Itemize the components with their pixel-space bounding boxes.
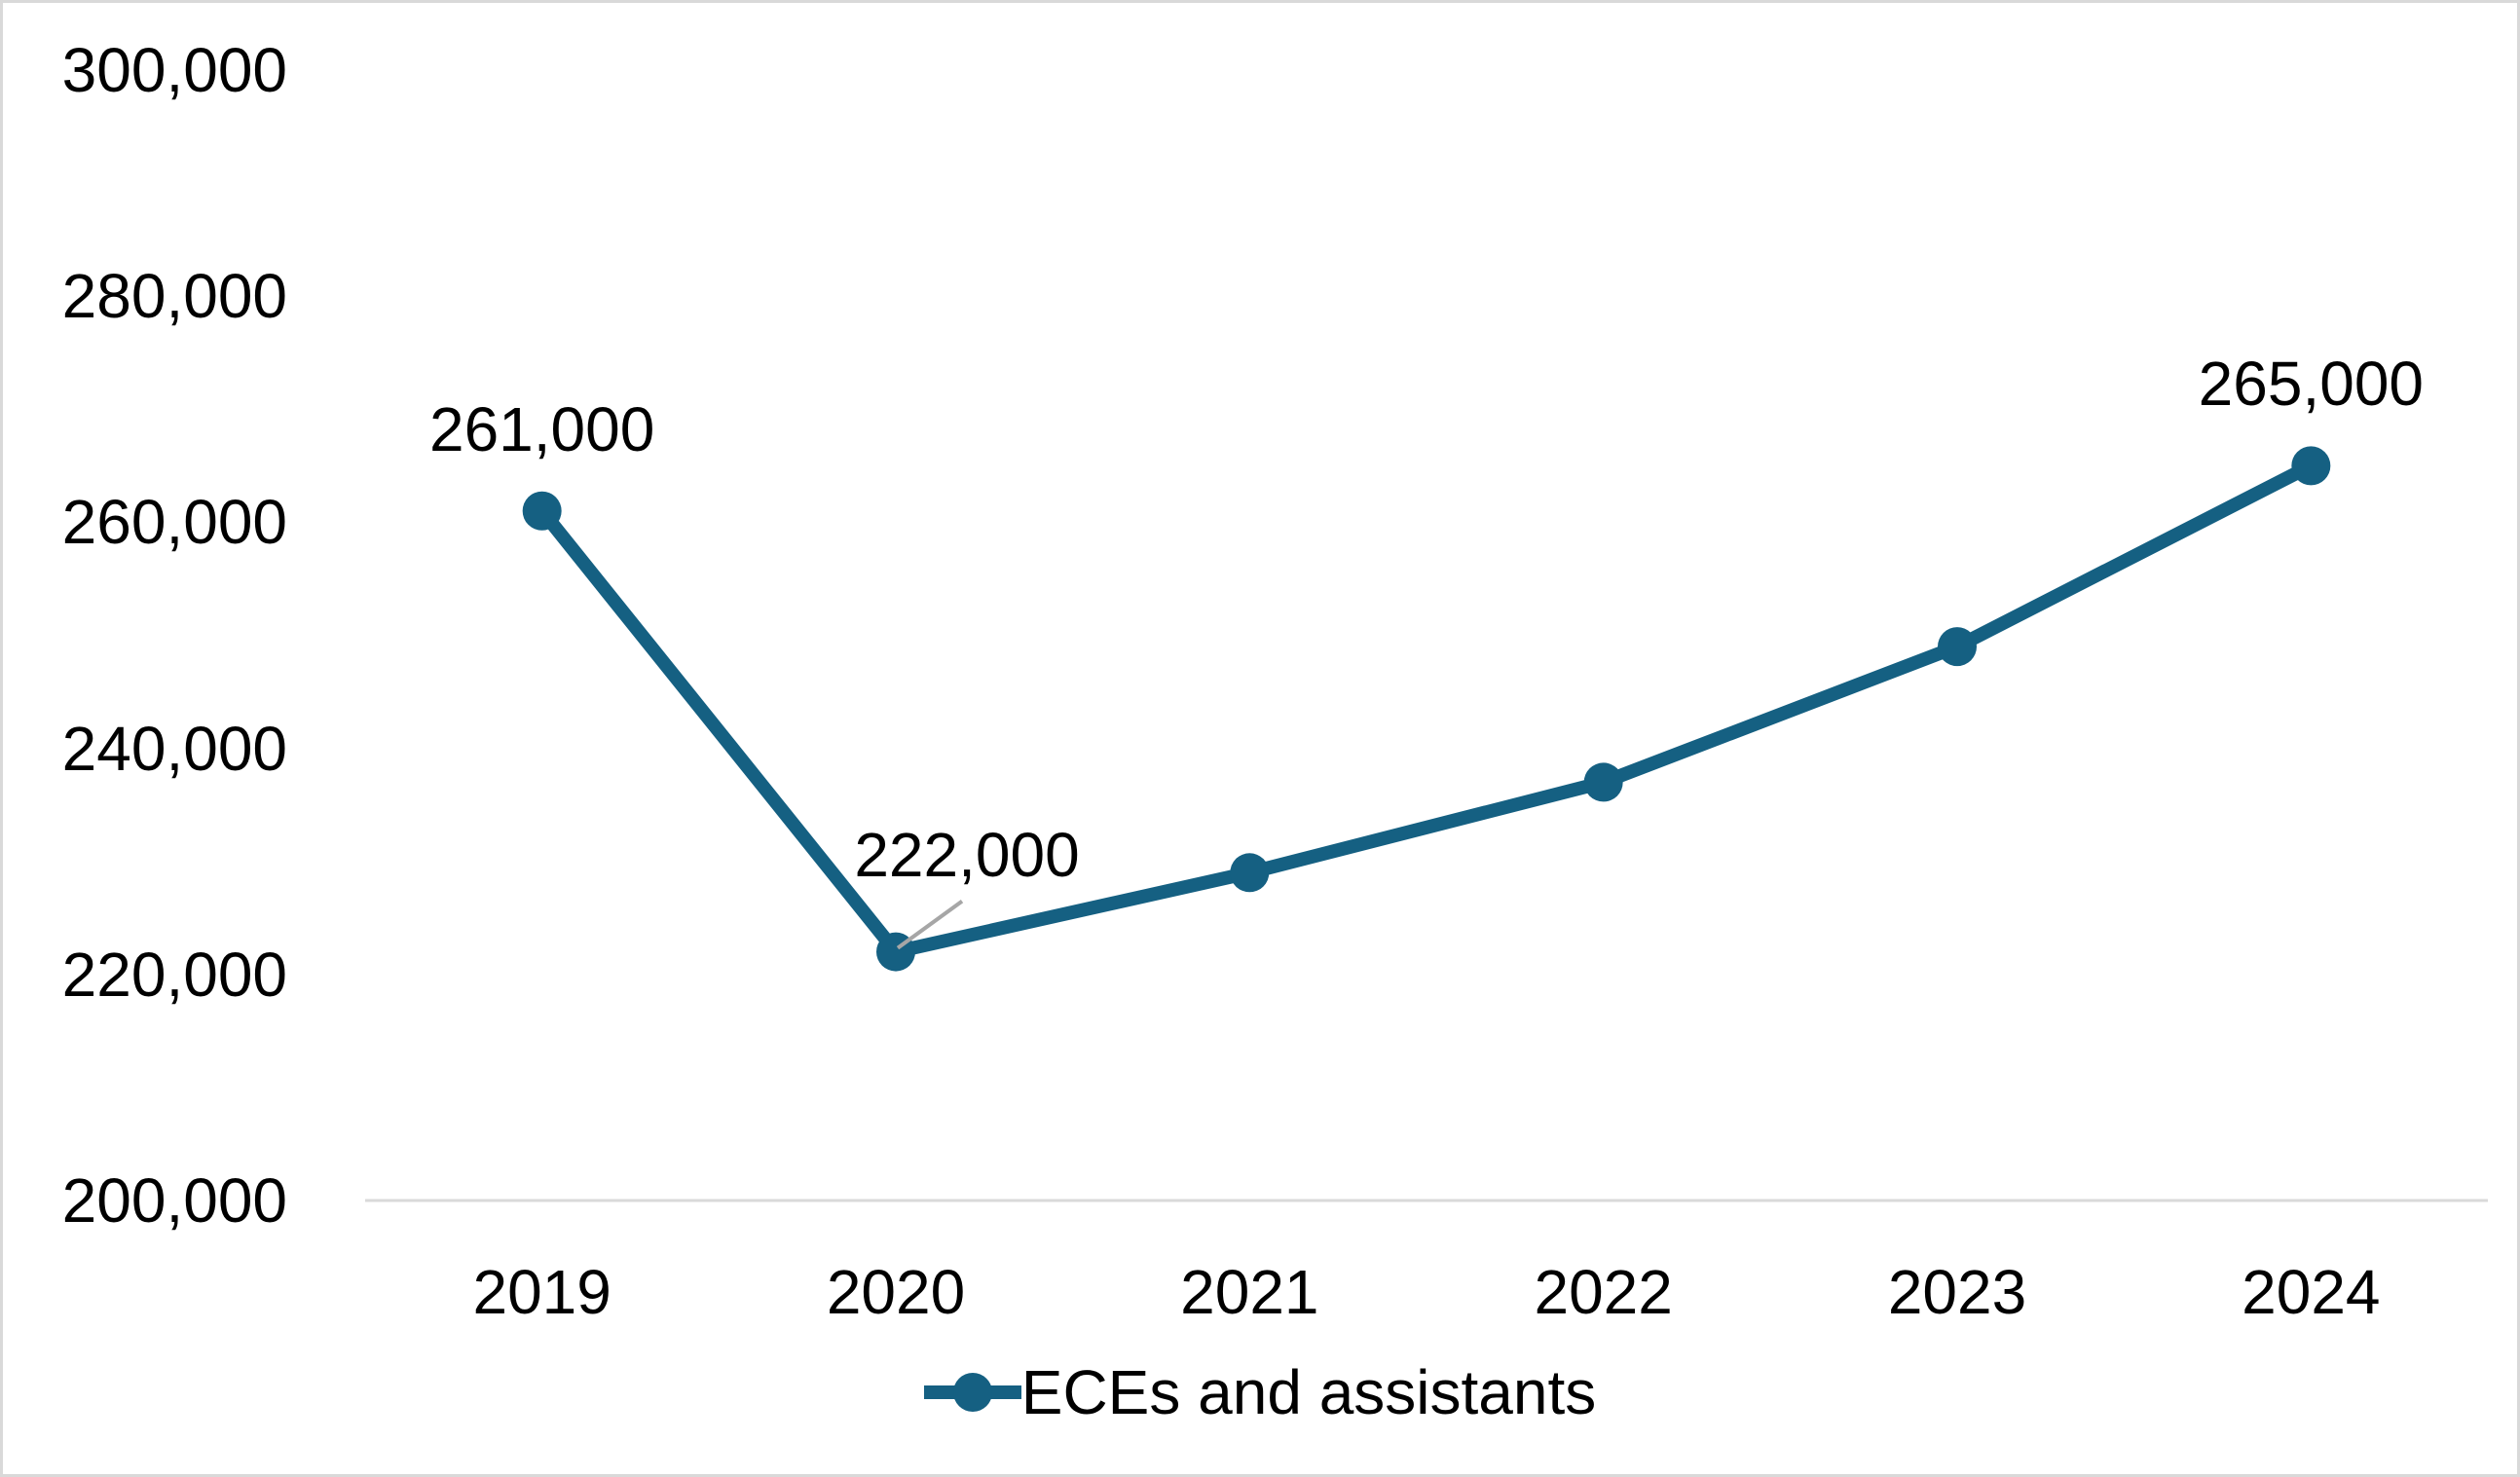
y-axis-tick-label: 240,000 (61, 713, 287, 784)
data-label-2024: 265,000 (2198, 349, 2424, 420)
legend-line-marker-icon (923, 1373, 1021, 1412)
y-axis-tick-label: 260,000 (61, 487, 287, 558)
legend: ECEs and assistants (3, 1357, 2517, 1427)
x-axis-tick-label: 2021 (1180, 1257, 1319, 1327)
x-axis-tick-label: 2023 (1887, 1257, 2027, 1327)
plot-canvas (365, 446, 2488, 1202)
y-axis-tick-label: 300,000 (61, 35, 287, 105)
data-label-2019: 261,000 (428, 393, 655, 464)
legend-series-label: ECEs and assistants (1020, 1357, 1597, 1427)
y-axis-tick-label: 280,000 (61, 261, 287, 332)
x-axis-tick-label: 2024 (2242, 1257, 2381, 1327)
y-axis-tick-label: 220,000 (61, 939, 287, 1010)
x-axis-tick-label: 2019 (472, 1257, 611, 1327)
x-axis-tick-label: 2020 (826, 1257, 966, 1327)
y-axis-tick-label: 200,000 (61, 1165, 287, 1236)
x-axis-tick-label: 2022 (1534, 1257, 1673, 1327)
data-label-2020: 222,000 (854, 819, 1080, 890)
